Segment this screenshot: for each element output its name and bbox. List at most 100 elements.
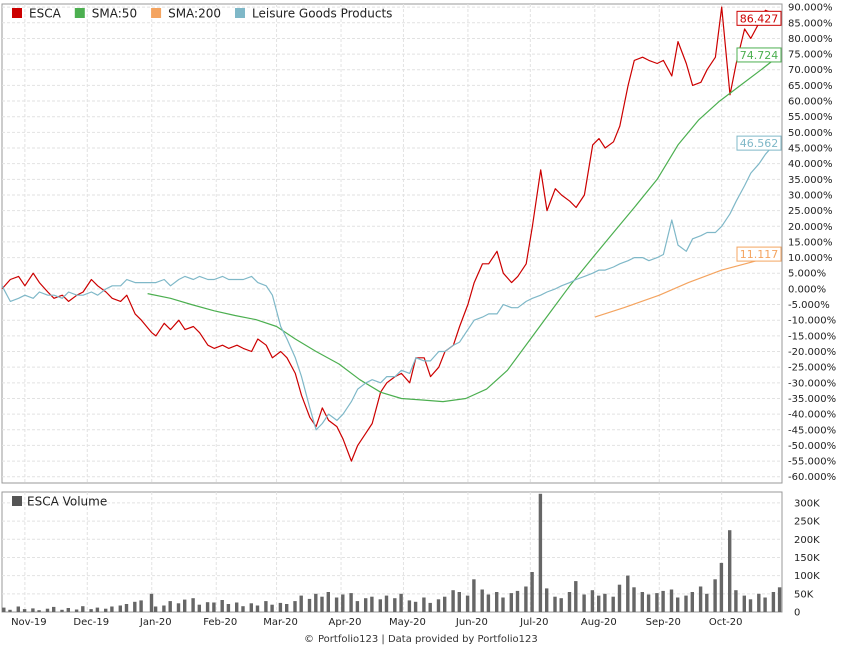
volume-bar [617,584,622,612]
series-line-sma-200 [594,253,781,318]
y-tick-label: 75.000% [788,50,833,61]
volume-bar [472,579,476,612]
volume-bar [611,596,615,612]
volume-bar [95,607,100,612]
volume-bar [264,601,268,612]
y-tick-label: 15.000% [788,237,833,248]
volume-bar [480,589,484,612]
volume-bar [52,606,56,612]
volume-bar [31,608,35,612]
volume-bar [162,605,166,612]
volume-bar [118,605,122,612]
volume-bar [676,597,680,612]
volume-bar [235,602,239,612]
x-tick-label: Jan-20 [139,617,172,628]
legend-label-esca: ESCA [29,7,62,21]
x-tick-label: Mar-20 [263,617,298,628]
volume-bar [89,609,93,612]
end-label-box-sma-200 [736,246,782,262]
volume-bar [465,595,470,612]
x-tick-label: Apr-20 [329,617,362,628]
volume-bar [384,595,389,612]
volume-bar [486,594,491,612]
volume-bar [734,590,738,612]
legend-swatch-sma-50 [74,8,85,18]
volume-bar [270,604,274,612]
volume-bar [241,606,245,612]
y-tick-label: 55.000% [788,112,833,123]
volume-y-tick-label: 50K [794,589,814,600]
volume-bar [249,603,253,612]
legend-swatch-esca [12,8,22,18]
volume-bar [567,592,572,612]
volume-bar [436,599,441,612]
y-tick-label: 30.000% [788,190,833,201]
end-label-esca: 86.427 [740,12,779,25]
volume-y-tick-label: 150K [794,553,820,564]
price-panel-frame [1,3,783,484]
volume-bar [771,592,776,612]
volume-bar [661,590,665,612]
volume-bar [705,593,709,612]
x-tick-label: Nov-19 [11,617,47,628]
volume-y-tick-label: 300K [794,498,820,509]
x-tick-label: Jun-20 [455,617,488,628]
y-tick-label: -25.000% [788,363,836,374]
legend-label-esca-volume: ESCA Volume [27,495,107,509]
volume-bar [212,602,216,612]
x-tick-label: Sep-20 [646,617,681,628]
volume-bar [640,592,644,612]
volume-bar [153,606,158,612]
volume-bar [341,594,345,612]
volume-bar [110,606,114,612]
y-tick-label: 40.000% [788,159,833,170]
volume-bar [149,593,154,612]
volume-bar [509,593,513,612]
y-tick-label: 65.000% [788,81,833,92]
volume-bar [370,596,374,612]
volume-bar [293,601,297,612]
y-tick-label: -45.000% [788,425,836,436]
x-tick-label: Jul-20 [519,617,548,628]
legend-label-sma-50: SMA:50 [92,7,137,21]
y-tick-label: -50.000% [788,441,836,452]
legend-label-leisure-goods-products: Leisure Goods Products [252,7,392,21]
volume-bar [413,601,418,612]
y-tick-label: 25.000% [788,206,833,217]
volume-bar [124,604,129,612]
volume-bar [66,608,70,612]
volume-panel-frame [1,491,783,613]
volume-bar [457,592,461,612]
legend-swatch-esca-volume [12,496,22,506]
y-tick-label: -30.000% [788,378,836,389]
volume-bar [8,609,12,612]
volume-bar [590,590,595,612]
legend-label-sma-200: SMA:200 [168,7,221,21]
volume-bar [37,610,41,612]
volume-bar [183,599,187,612]
y-tick-label: 80.000% [788,34,833,45]
volume-bar [104,608,108,612]
volume-bar [74,609,79,612]
end-label-sma-50: 74.724 [740,49,779,62]
volume-bar [428,602,432,612]
volume-bar [545,588,549,612]
end-label-sma-200: 11.117 [740,248,779,261]
volume-bar [407,600,412,612]
y-tick-label: -35.000% [788,394,836,405]
volume-bar [530,572,534,612]
volume-bar [669,589,674,612]
legend-swatch-leisure-goods-products [235,8,245,18]
volume-bar [314,593,318,612]
y-tick-label: 50.000% [788,128,833,139]
volume-y-tick-label: 0 [794,608,800,619]
y-tick-label: 0.000% [788,284,826,295]
end-label-box-esca [736,10,782,26]
volume-bar [524,586,528,612]
volume-bar [603,593,607,612]
volume-bar [255,605,260,612]
y-tick-label: 85.000% [788,18,833,29]
volume-bar [197,604,201,612]
volume-bar [22,609,27,612]
